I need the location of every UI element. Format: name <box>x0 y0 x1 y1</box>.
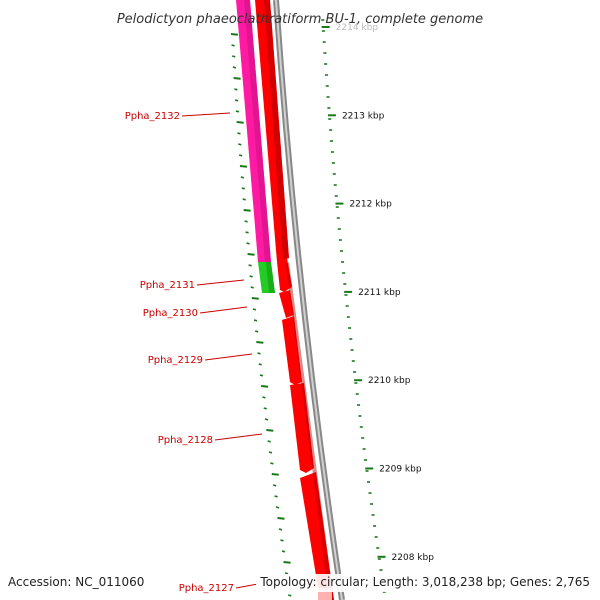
gc-tick <box>238 143 242 146</box>
gene-label[interactable]: Ppha_2130 <box>143 308 198 319</box>
gene-Ppha_2127-arrow <box>300 472 334 600</box>
scale-tick-label: 2210 kbp <box>368 376 411 386</box>
gene-Ppha_2131-arrow-shade <box>266 262 275 293</box>
gc-tick <box>241 187 245 190</box>
gc-tick <box>253 319 258 322</box>
footer-summary-backdrop <box>256 574 596 592</box>
gc-tick <box>239 165 248 168</box>
gc-tick <box>283 561 291 564</box>
gc-tick <box>237 132 241 135</box>
gc-tick <box>233 77 241 80</box>
gc-tick <box>251 297 259 300</box>
genome-title: Pelodictyon phaeoclathratiform BU-1, com… <box>117 12 483 27</box>
scale-tick-label: 2213 kbp <box>342 111 385 121</box>
gc-tick <box>247 253 255 256</box>
gene-label-layer: Ppha_2132 Ppha_2131 Ppha_2130 Ppha_2129 Ppha… <box>125 111 263 594</box>
scale-tick-label: 2208 kbp <box>392 553 435 563</box>
scale-tick-track: 2214 kbp 2213 kbp 2212 kbp 2211 kbp 2210 kbp… <box>321 19 435 593</box>
gc-tick <box>262 396 266 399</box>
gc-tick <box>274 495 278 498</box>
gc-tick <box>258 363 262 366</box>
gc-tick <box>268 451 273 454</box>
gc-tick <box>249 275 253 278</box>
gc-tick <box>263 407 267 410</box>
gene-label-leader <box>204 353 253 361</box>
scale-tick-label: 2209 kbp <box>379 465 422 475</box>
gene-Ppha_2130-arrow <box>277 258 292 292</box>
gc-tick <box>281 550 286 553</box>
gc-tick <box>230 33 239 36</box>
gc-tick <box>261 385 269 388</box>
gene-label[interactable]: Ppha_2132 <box>125 111 180 122</box>
gene-label-leader <box>181 112 231 117</box>
gc-tick <box>272 484 277 487</box>
gc-tick <box>242 198 246 201</box>
gene-label-leader <box>196 279 245 286</box>
gc-tick <box>234 99 239 102</box>
gc-tick <box>278 528 283 531</box>
gc-tick <box>288 594 292 597</box>
gene-Ppha_2132-arrow-shade <box>244 0 271 262</box>
gene-label-leader <box>214 433 263 441</box>
accession-text: Accession: NC_011060 <box>8 575 144 589</box>
gene-label[interactable]: Ppha_2128 <box>158 435 213 446</box>
gc-tick <box>270 462 274 465</box>
gc-tick <box>248 264 252 267</box>
gc-tick <box>245 231 249 234</box>
gc-tick <box>257 352 261 355</box>
gc-tick <box>236 121 244 124</box>
gene-label[interactable]: Ppha_2127 <box>179 583 234 594</box>
gene-Ppha_2128-arrow <box>290 383 314 473</box>
gc-tick <box>271 473 279 476</box>
summary-text: Topology: circular; Length: 3,018,238 bp… <box>259 575 590 589</box>
gene-label-leader <box>199 306 248 314</box>
gc-tick <box>244 220 248 223</box>
gc-tick <box>275 506 280 509</box>
gc-tick <box>266 429 274 432</box>
gc-tick <box>238 154 243 157</box>
gc-tick <box>264 418 269 421</box>
gc-tick <box>267 440 271 443</box>
gc-tick <box>252 308 257 311</box>
gc-tick <box>256 341 264 344</box>
gc-tick <box>246 242 250 245</box>
gc-skew-tick-track <box>230 33 292 597</box>
gc-tick <box>259 374 264 377</box>
gc-tick <box>231 44 235 47</box>
gc-tick <box>280 539 284 542</box>
gc-tick <box>254 330 259 333</box>
scale-tick-label: 2212 kbp <box>349 200 392 210</box>
gc-tick <box>232 66 237 69</box>
gene-label-leader <box>235 583 259 589</box>
gene-label[interactable]: Ppha_2129 <box>148 355 203 366</box>
scale-tick-label: 2211 kbp <box>358 288 401 298</box>
orf-track-upper-shade <box>264 0 289 260</box>
gc-tick <box>277 517 285 520</box>
gc-tick <box>235 110 240 113</box>
gene-Ppha_2129-arrow <box>282 316 302 385</box>
gc-tick <box>240 176 245 179</box>
gene-label[interactable]: Ppha_2131 <box>140 280 195 291</box>
gc-tick <box>232 55 236 58</box>
genome-backbone-ring-highlight <box>275 0 343 600</box>
gc-tick <box>284 572 289 575</box>
gene-segments-shade <box>286 262 334 600</box>
gc-tick <box>250 286 254 289</box>
gc-tick <box>234 88 238 91</box>
scale-tick-label: 2214 kbp <box>336 23 379 33</box>
gene-Ppha_2130b-arrow <box>279 290 294 318</box>
gc-tick <box>243 209 251 212</box>
